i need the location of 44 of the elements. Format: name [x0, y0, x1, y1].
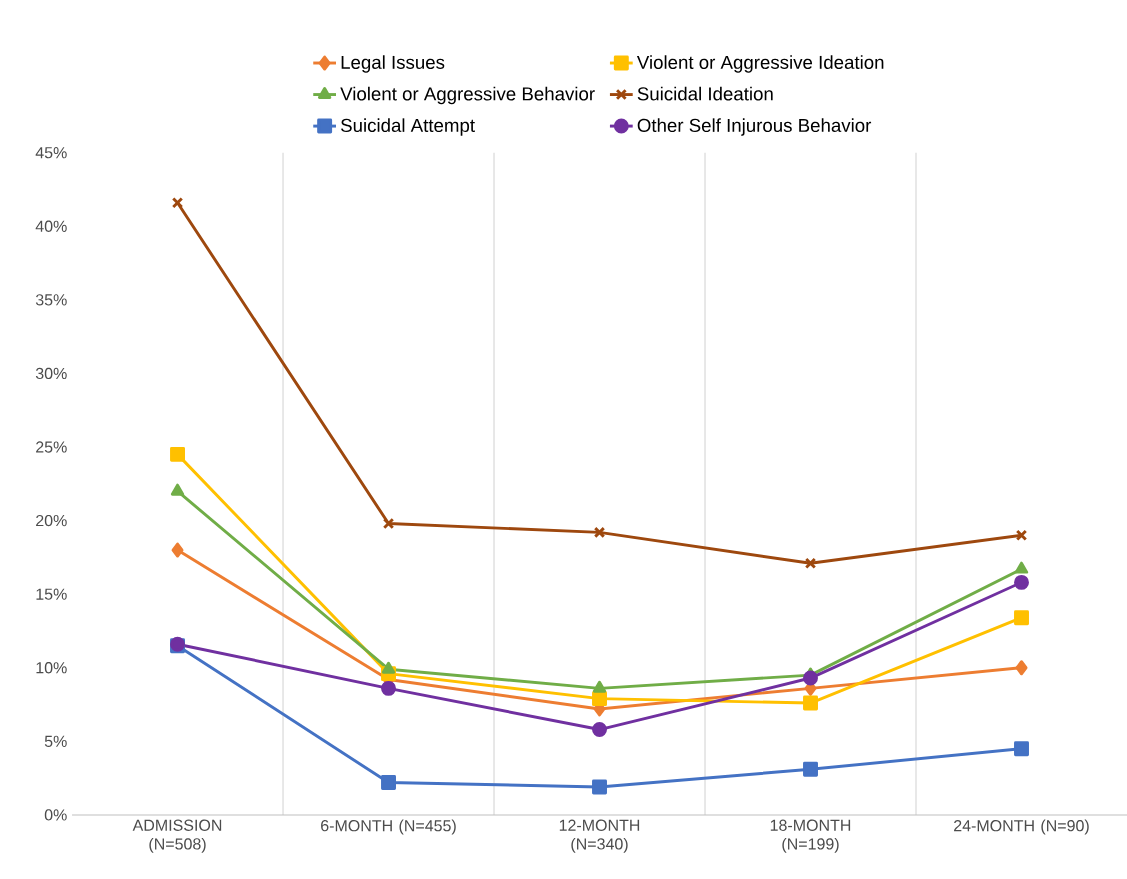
- x-tick-label: 12-MONTH (N=340): [559, 819, 640, 853]
- point: [1015, 660, 1028, 676]
- point: [171, 197, 184, 209]
- y-tick-label: 10%: [36, 662, 67, 674]
- point: [804, 557, 817, 570]
- point: [1014, 574, 1029, 590]
- point: [592, 691, 607, 707]
- y-tick-label: 15%: [36, 588, 67, 600]
- point: [171, 542, 184, 558]
- y-tick-label: 35%: [35, 294, 67, 306]
- point: [803, 761, 818, 777]
- y-tick-label: 45%: [35, 147, 67, 159]
- x-tick-label: 24-MONTH (N=90): [954, 819, 1089, 835]
- y-tick-label: 25%: [36, 441, 67, 453]
- point: [1014, 741, 1029, 757]
- point: [803, 670, 818, 686]
- point: [1014, 610, 1029, 626]
- y-tick-label: 30%: [35, 367, 67, 380]
- x-tick-label: 18-MONTH (N=199): [770, 819, 851, 853]
- point: [1015, 529, 1028, 542]
- point: [382, 517, 395, 530]
- point: [803, 695, 818, 711]
- point: [593, 526, 606, 539]
- point: [170, 483, 185, 496]
- point: [1014, 561, 1029, 574]
- legend-label: Violent or Aggressive Behavior: [340, 86, 595, 105]
- legend-label: Other Self Injurous Behavior: [637, 118, 872, 136]
- y-tick-label: 0%: [44, 809, 67, 821]
- y-tick-label: 40%: [35, 220, 67, 232]
- point: [381, 661, 396, 674]
- point: [592, 722, 607, 738]
- x-tick-label: ADMISSION (N=508): [132, 819, 222, 853]
- legend-label: Suicidal Ideation: [637, 86, 773, 101]
- point: [170, 446, 185, 462]
- y-tick-label: 20%: [36, 514, 67, 527]
- point: [592, 680, 607, 693]
- x-tick-label: 6-MONTH (N=455): [321, 819, 456, 835]
- point: [592, 779, 607, 795]
- legend-label: Legal Issues: [341, 55, 445, 73]
- legend-label: Suicidal Attempt: [341, 118, 475, 136]
- y-tick-label: 5%: [44, 735, 67, 747]
- point: [381, 775, 396, 791]
- legend-label: Violent or Aggressive Ideation: [636, 55, 884, 73]
- point: [381, 680, 396, 696]
